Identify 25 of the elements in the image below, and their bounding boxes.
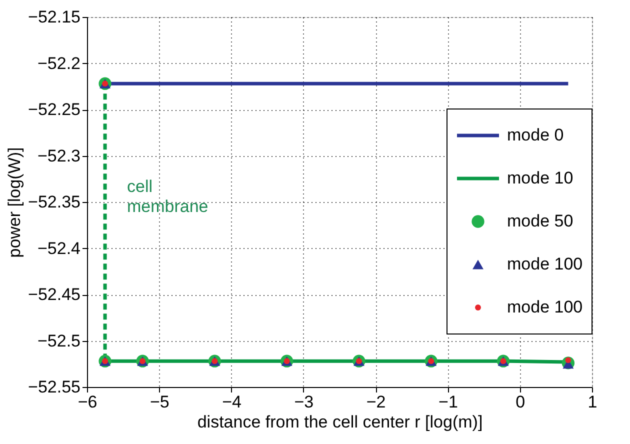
- legend-label: mode 50: [507, 212, 574, 230]
- x-tick-label: 0: [516, 392, 526, 412]
- x-tick-label: −4: [222, 392, 242, 412]
- y-tick-label: −52.35: [28, 192, 80, 212]
- annotation: cell membrane: [127, 177, 208, 216]
- y-tick-label: −52.25: [28, 100, 80, 119]
- y-tick-label: −52.15: [28, 8, 80, 26]
- x-tick-label: 1: [588, 392, 598, 412]
- y-tick-label: −52.55: [28, 378, 80, 396]
- x-tick-label: −1: [438, 392, 458, 412]
- x-tick-label: −6: [78, 392, 98, 412]
- y-tick-label: −52.2: [37, 54, 80, 73]
- legend-label: mode 10: [507, 168, 574, 188]
- legend-label: mode 100: [507, 298, 583, 316]
- y-tick-label: −52.3: [37, 146, 80, 166]
- legend-label: mode 0: [507, 126, 564, 144]
- y-tick-label: −52.4: [37, 238, 80, 258]
- x-axis-title: distance from the cell center r [log(m)]: [197, 412, 483, 432]
- x-tick-label: −2: [366, 392, 386, 412]
- legend-label: mode 100: [507, 254, 583, 274]
- x-tick-label: −3: [294, 392, 314, 412]
- y-axis-title: power [log(W)]: [5, 147, 24, 258]
- y-tick-label: −52.5: [37, 331, 80, 350]
- y-tick-label: −52.45: [28, 285, 80, 304]
- x-tick-label: −5: [150, 392, 170, 412]
